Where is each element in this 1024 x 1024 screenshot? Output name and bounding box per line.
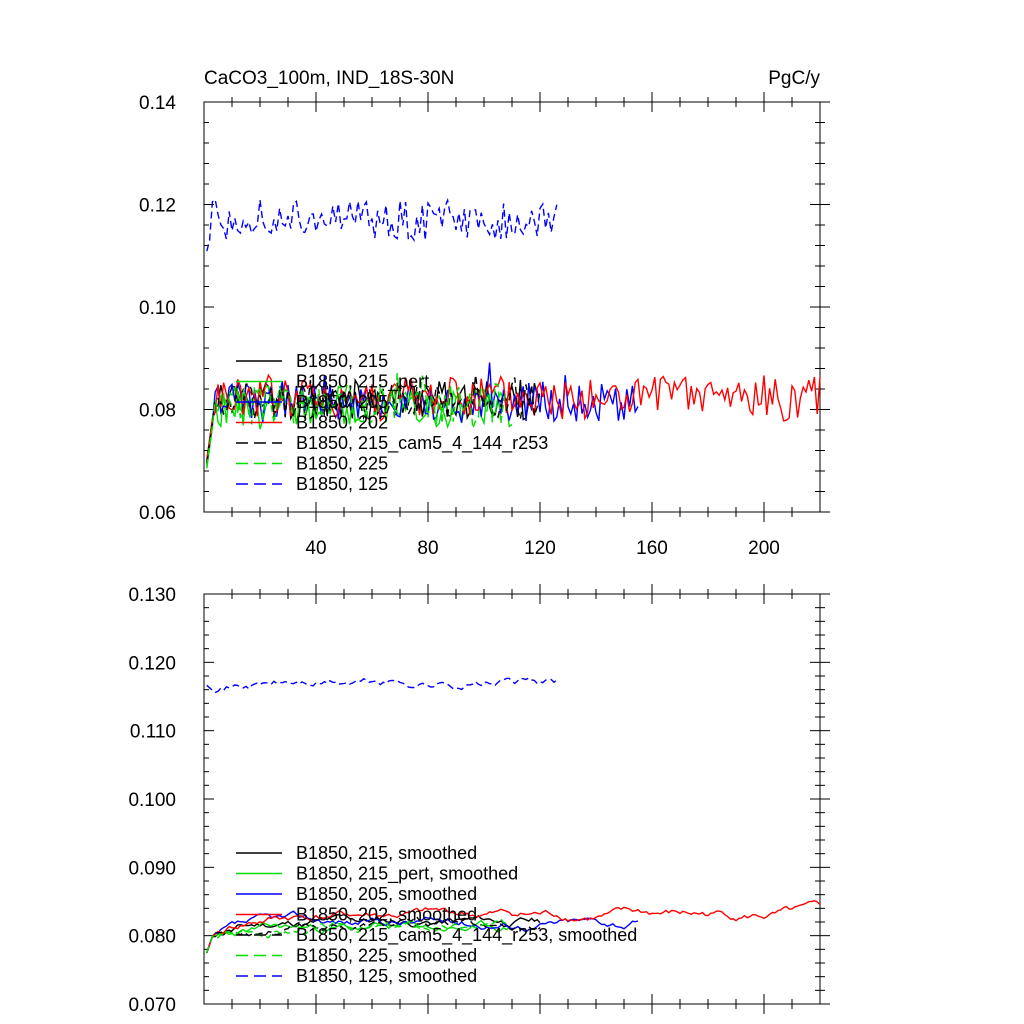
top-legend-label: B1850, 215_pert (296, 372, 429, 393)
top-series-line (206, 197, 558, 252)
bottom-legend-label: B1850, 225, smoothed (296, 946, 477, 966)
top-y-tick-label: 0.06 (139, 503, 176, 524)
top-y-tick-label: 0.14 (139, 93, 176, 114)
top-x-tick-label: 200 (748, 538, 780, 559)
bottom-y-tick-label: 0.070 (128, 995, 176, 1016)
bottom-panel: 0.070 0.080 0.090 0.100 0.110 0.120 0.130 B185… (128, 584, 830, 1016)
top-legend-label: B1850, 202 (296, 413, 388, 433)
top-legend-label: B1850, 125 (296, 474, 388, 494)
bottom-y-tick-label: 0.100 (128, 790, 176, 811)
top-axis-ticks: 40 80 120 160 200 0.06 0.08 0.10 0.12 0.14 (139, 92, 830, 559)
top-legend-label: B1850, 205 (296, 392, 388, 412)
top-series-line (206, 373, 508, 466)
top-x-tick-label: 160 (636, 538, 668, 559)
top-series-line (206, 373, 821, 460)
top-legend-label: B1850, 215_cam5_4_144_r253 (296, 433, 548, 454)
bottom-y-tick-label: 0.130 (128, 585, 176, 606)
bottom-legend-label: B1850, 205, smoothed (296, 884, 477, 904)
top-series-lines (206, 197, 821, 469)
bottom-legend-label: B1850, 215_pert, smoothed (296, 864, 518, 885)
bottom-y-tick-label: 0.120 (128, 653, 176, 674)
top-panel: CaCO3_100m, IND_18S-30N PgC/y 40 80 120 160… (139, 68, 830, 559)
bottom-y-tick-label: 0.080 (128, 927, 176, 948)
top-legend-label: B1850, 225 (296, 454, 388, 474)
bottom-series-lines (206, 677, 821, 954)
top-x-tick-label: 120 (524, 538, 556, 559)
bottom-series-line (206, 677, 558, 694)
bottom-y-tick-label: 0.090 (128, 858, 176, 879)
bottom-series-line (206, 918, 507, 954)
bottom-series-line (206, 899, 821, 954)
top-panel-title: CaCO3_100m, IND_18S-30N (204, 68, 454, 89)
top-y-tick-label: 0.08 (139, 401, 176, 422)
bottom-legend-label: B1850, 215_cam5_4_144_r253, smoothed (296, 925, 637, 946)
top-x-tick-label: 40 (305, 538, 326, 559)
bottom-legend-label: B1850, 125, smoothed (296, 966, 477, 986)
top-x-tick-label: 80 (417, 538, 438, 559)
bottom-series-line (206, 916, 541, 954)
bottom-legend-label: B1850, 215, smoothed (296, 843, 477, 863)
bottom-legend-label: B1850, 202, smoothed (296, 905, 477, 925)
bottom-y-tick-label: 0.110 (130, 722, 176, 743)
bottom-series-line (206, 919, 513, 954)
top-y-tick-label: 0.12 (139, 196, 176, 217)
top-legend-label: B1850, 215 (296, 351, 388, 371)
top-panel-units: PgC/y (768, 68, 820, 89)
top-y-tick-label: 0.10 (139, 298, 176, 319)
bottom-axis-ticks: 0.070 0.080 0.090 0.100 0.110 0.120 0.130 (128, 584, 830, 1016)
bottom-series-line (206, 913, 541, 954)
